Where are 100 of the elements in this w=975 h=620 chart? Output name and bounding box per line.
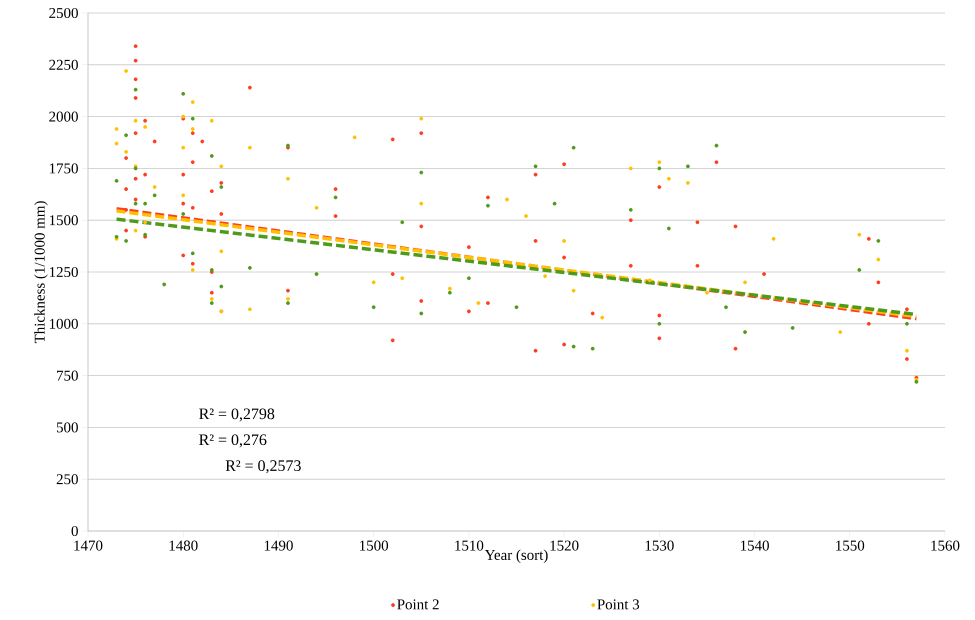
point (219, 185, 224, 189)
y-tick-label: 1500 (50, 215, 78, 226)
y-tick-label: 250 (56, 474, 78, 484)
y-tick-label: 2500 (49, 8, 78, 18)
point (724, 305, 728, 310)
point (143, 125, 148, 129)
point (686, 181, 690, 185)
point (181, 212, 186, 216)
point (572, 146, 576, 150)
point (143, 202, 148, 206)
point (210, 297, 214, 301)
point (372, 280, 376, 284)
point (534, 164, 538, 168)
point (124, 239, 128, 243)
point (134, 202, 138, 206)
point (190, 127, 195, 131)
point (857, 232, 862, 237)
point (857, 268, 862, 272)
y-tick-label: 500 (56, 422, 78, 432)
point (190, 100, 195, 104)
point (134, 118, 138, 123)
point (286, 176, 290, 181)
point (628, 166, 633, 170)
point (657, 166, 662, 170)
point (657, 160, 662, 164)
point (114, 127, 118, 131)
legend-label: Point 2 (397, 599, 439, 610)
point (876, 258, 880, 262)
y-tick-label: 1000 (50, 318, 78, 329)
x-tick-label: 1560 (931, 540, 960, 551)
point (448, 290, 452, 295)
x-tick-label: 1510 (455, 540, 484, 551)
y-tick-label: 1750 (50, 163, 78, 174)
point (600, 316, 604, 320)
point (181, 146, 186, 150)
point (419, 116, 424, 121)
point (628, 208, 633, 212)
point (190, 251, 195, 256)
y-tick-label: 2000 (49, 112, 78, 122)
x-tick-label: 1490 (264, 540, 293, 551)
y-tick-label: 1250 (50, 266, 78, 278)
annotation: R² = 0,2798 (199, 408, 274, 422)
point (876, 239, 880, 243)
point (572, 288, 576, 293)
point (790, 326, 795, 330)
legend-label: Point 3 (597, 599, 640, 610)
point (190, 268, 195, 272)
point (562, 239, 566, 243)
point (476, 301, 480, 305)
point (419, 170, 424, 174)
point (743, 280, 747, 284)
point (772, 236, 776, 241)
y-tick-label: 750 (57, 370, 78, 381)
x-tick-label: 1480 (170, 540, 198, 551)
point (838, 330, 842, 334)
point (314, 272, 318, 276)
point (181, 92, 186, 96)
point (572, 344, 576, 348)
point (352, 135, 357, 140)
point (705, 290, 709, 295)
point (657, 322, 662, 326)
point (524, 214, 528, 218)
point (210, 154, 214, 158)
point (666, 226, 671, 230)
point (543, 274, 547, 278)
point (286, 297, 290, 301)
point (248, 307, 252, 312)
annotation: R² = 0,2573 (226, 460, 301, 474)
point (124, 133, 128, 138)
point (686, 164, 690, 168)
point (419, 202, 424, 206)
point (486, 204, 490, 208)
point (466, 276, 471, 280)
point (181, 114, 186, 118)
point (134, 166, 138, 170)
y-axis-title: Thickness (1/1000 mm) (34, 201, 48, 344)
point (210, 301, 214, 305)
x-tick-label: 1500 (360, 540, 388, 551)
point (248, 146, 252, 150)
point (552, 202, 556, 206)
point (419, 312, 424, 316)
annotation: R² = 0,276 (199, 434, 266, 448)
point (248, 266, 252, 270)
x-tick-label: 1530 (646, 540, 674, 551)
x-tick-label: 1520 (550, 540, 578, 551)
point (905, 322, 909, 326)
point (219, 249, 224, 254)
point (743, 330, 747, 334)
point (114, 178, 118, 183)
point (152, 193, 157, 198)
point (714, 144, 718, 148)
point (124, 69, 128, 73)
point (162, 282, 166, 286)
point (152, 185, 157, 189)
point (314, 206, 318, 210)
y-tick-label: 2250 (49, 60, 78, 70)
point (134, 228, 138, 232)
point (190, 116, 195, 121)
point (181, 193, 186, 198)
point (448, 286, 452, 290)
